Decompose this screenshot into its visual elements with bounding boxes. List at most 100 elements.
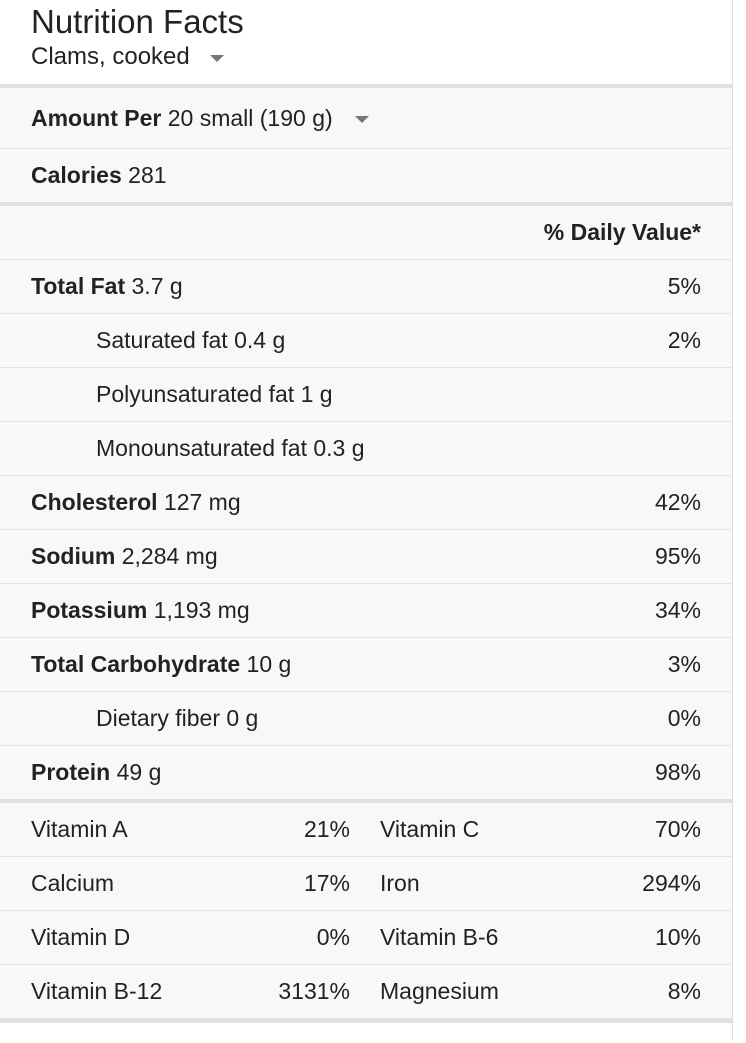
nutrient-amount: 0 g [226,705,259,731]
nutrient-name-amount: Protein 49 g [31,759,161,786]
nutrient-daily-value: 34% [654,597,701,623]
nutrient-daily-value: 0% [667,705,701,731]
nutrient-label: Monounsaturated fat [96,435,307,461]
nutrient-daily-value: 95% [654,543,701,569]
vitamin-label: Vitamin B-12 [31,978,163,1004]
nutrient-row: Polyunsaturated fat 1 g [0,368,732,422]
nutrient-name-amount: Sodium 2,284 mg [31,543,218,570]
caret-down-icon[interactable] [354,115,369,123]
divider [0,84,732,88]
nutrient-label: Cholesterol [31,489,158,515]
calories-label: Calories [31,162,122,188]
serving-label: Amount Per [31,104,162,131]
vitamin-cell: Vitamin B-6 10% [380,924,701,951]
nutrient-amount: 0.4 g [234,327,286,353]
vitamin-value: 21% [303,816,350,842]
vitamin-label: Iron [380,870,420,896]
calories-row: Calories 281 [0,149,732,202]
food-selector[interactable]: Clams, cooked [31,42,732,72]
daily-value-header-label: % Daily Value* [543,219,701,245]
nutrient-row: Monounsaturated fat 0.3 g [0,422,732,476]
nutrient-row: Total Fat 3.7 g 5% [0,260,732,314]
divider [0,1019,732,1023]
vitamin-cell: Calcium 17% [31,870,350,897]
vitamin-value: 8% [667,978,701,1004]
nutrient-amount: 10 g [246,651,292,677]
vitamin-cell: Iron 294% [380,870,701,897]
nutrient-row: Total Carbohydrate 10 g 3% [0,638,732,692]
nutrition-title: Nutrition Facts [31,3,244,40]
vitamin-cell: Vitamin B-12 3131% [31,978,350,1005]
serving-selector[interactable]: Amount Per 20 small (190 g) [31,105,369,132]
vitamin-row: Vitamin A 21% Vitamin C 70% [0,803,732,857]
nutrient-label: Dietary fiber [96,705,220,731]
vitamin-value: 10% [654,924,701,950]
nutrient-name-amount: Cholesterol 127 mg [31,489,241,516]
nutrient-amount: 1,193 mg [153,597,250,623]
vitamin-label: Magnesium [380,978,499,1004]
vitamin-cell: Magnesium 8% [380,978,701,1005]
nutrient-daily-value: 3% [667,651,701,677]
vitamin-list: Vitamin A 21% Vitamin C 70% Calcium 17% Iron 29… [0,803,732,1019]
nutrition-header: Nutrition Facts Clams, cooked [0,0,732,84]
nutrient-row: Saturated fat 0.4 g 2% [0,314,732,368]
calories-value: 281 [128,162,167,188]
caret-down-icon[interactable] [209,54,224,62]
nutrient-label: Total Fat [31,273,126,299]
nutrient-label: Saturated fat [96,327,228,353]
nutrient-row: Cholesterol 127 mg 42% [0,476,732,530]
nutrient-name-amount: Total Fat 3.7 g [31,273,183,300]
nutrient-amount: 2,284 mg [121,543,218,569]
nutrient-amount: 1 g [300,381,333,407]
nutrient-row: Potassium 1,193 mg 34% [0,584,732,638]
vitamin-row: Calcium 17% Iron 294% [0,857,732,911]
nutrient-label: Potassium [31,597,148,623]
vitamin-value: 3131% [278,978,350,1004]
vitamin-label: Vitamin B-6 [380,924,499,950]
vitamin-label: Vitamin D [31,924,131,950]
vitamin-label: Vitamin C [380,816,480,842]
card-footer-space [0,1023,732,1043]
nutrient-amount: 3.7 g [131,273,183,299]
nutrient-label: Sodium [31,543,116,569]
nutrient-label: Protein [31,759,111,785]
vitamin-row: Vitamin D 0% Vitamin B-6 10% [0,911,732,965]
nutrient-name-amount: Saturated fat 0.4 g [96,327,285,354]
nutrient-daily-value: 98% [654,759,701,785]
nutrient-daily-value: 2% [667,327,701,353]
nutrient-amount: 49 g [116,759,162,785]
nutrition-table: Amount Per 20 small (190 g) Calories 281… [0,88,732,1019]
nutrient-daily-value: 5% [667,273,701,299]
vitamin-cell: Vitamin C 70% [380,816,701,843]
divider [0,202,732,206]
nutrient-label: Polyunsaturated fat [96,381,295,407]
nutrient-name-amount: Potassium 1,193 mg [31,597,250,624]
nutrient-amount: 0.3 g [313,435,365,461]
nutrient-row: Dietary fiber 0 g 0% [0,692,732,746]
vitamin-value: 294% [642,870,701,896]
nutrient-name-amount: Monounsaturated fat 0.3 g [96,435,365,462]
vitamin-cell: Vitamin A 21% [31,816,350,843]
nutrition-facts-card: Nutrition Facts Clams, cooked Amount Per… [0,0,733,1040]
nutrient-name-amount: Total Carbohydrate 10 g [31,651,291,678]
vitamin-cell: Vitamin D 0% [31,924,350,951]
vitamin-label: Calcium [31,870,115,896]
nutrient-row: Sodium 2,284 mg 95% [0,530,732,584]
serving-row: Amount Per 20 small (190 g) [0,88,732,149]
vitamin-row: Vitamin B-12 3131% Magnesium 8% [0,965,732,1019]
vitamin-value: 17% [303,870,350,896]
vitamin-label: Vitamin A [31,816,128,842]
nutrient-row: Protein 49 g 98% [0,746,732,799]
nutrient-name-amount: Polyunsaturated fat 1 g [96,381,333,408]
vitamin-value: 0% [316,924,350,950]
food-name: Clams, cooked [31,43,190,70]
nutrient-name-amount: Dietary fiber 0 g [96,705,258,732]
nutrient-list: Total Fat 3.7 g 5% Saturated fat 0.4 g 2% Po… [0,260,732,799]
nutrient-daily-value: 42% [654,489,701,515]
vitamin-value: 70% [654,816,701,842]
nutrient-label: Total Carbohydrate [31,651,241,677]
nutrient-amount: 127 mg [163,489,241,515]
serving-value: 20 small (190 g) [167,104,333,131]
daily-value-header: % Daily Value* [0,206,732,260]
divider [0,799,732,803]
